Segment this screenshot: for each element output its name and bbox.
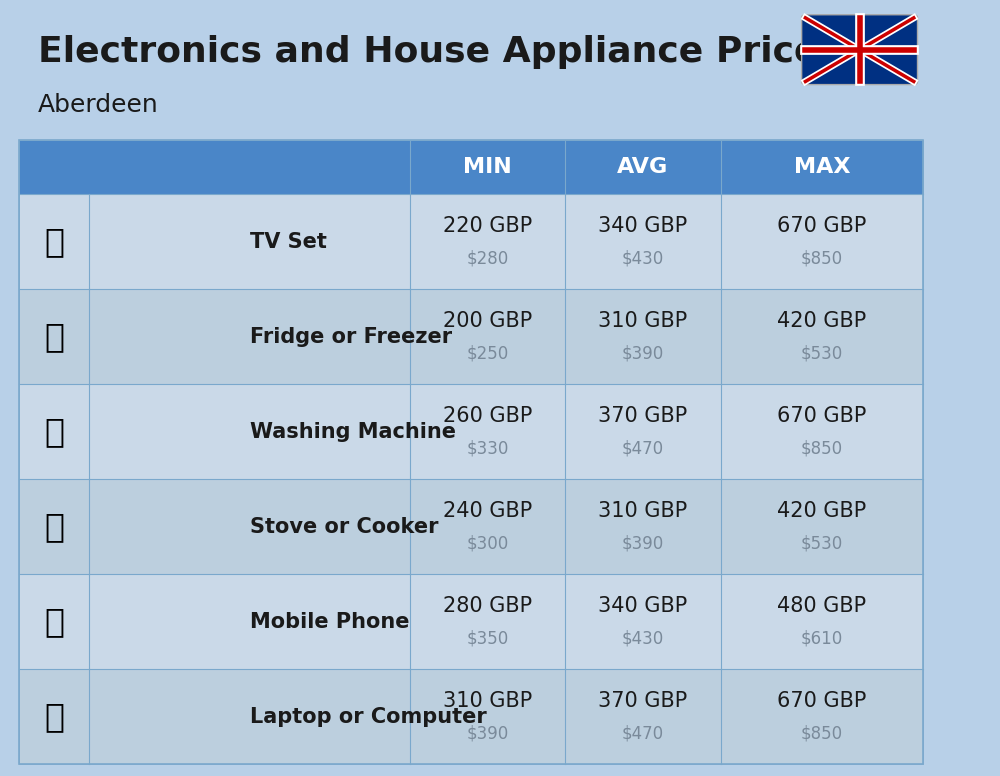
FancyBboxPatch shape	[802, 15, 918, 85]
Text: Electronics and House Appliance Prices: Electronics and House Appliance Prices	[38, 35, 840, 69]
Text: MIN: MIN	[463, 157, 512, 177]
Text: 340 GBP: 340 GBP	[598, 596, 688, 616]
Text: 260 GBP: 260 GBP	[443, 406, 532, 426]
Text: 🌀: 🌀	[44, 415, 64, 449]
Text: $850: $850	[801, 440, 843, 458]
Text: Washing Machine: Washing Machine	[250, 421, 456, 442]
Text: AVG: AVG	[617, 157, 669, 177]
FancyBboxPatch shape	[19, 574, 923, 669]
Text: 420 GBP: 420 GBP	[777, 501, 867, 521]
Text: 670 GBP: 670 GBP	[777, 691, 867, 712]
Text: 🚪: 🚪	[44, 320, 64, 353]
Text: Mobile Phone: Mobile Phone	[250, 611, 409, 632]
FancyBboxPatch shape	[19, 194, 923, 289]
Text: $430: $430	[622, 630, 664, 648]
Text: 480 GBP: 480 GBP	[777, 596, 866, 616]
Text: $850: $850	[801, 250, 843, 268]
Text: Laptop or Computer: Laptop or Computer	[250, 707, 486, 727]
FancyBboxPatch shape	[19, 669, 923, 764]
Text: 🔥: 🔥	[44, 510, 64, 543]
Text: $850: $850	[801, 725, 843, 743]
Text: MAX: MAX	[794, 157, 850, 177]
Text: $530: $530	[801, 535, 843, 553]
Text: 310 GBP: 310 GBP	[443, 691, 532, 712]
Text: $330: $330	[466, 440, 509, 458]
Text: 370 GBP: 370 GBP	[598, 691, 688, 712]
FancyBboxPatch shape	[19, 289, 923, 384]
Text: $250: $250	[466, 345, 509, 362]
Text: 670 GBP: 670 GBP	[777, 406, 867, 426]
Text: 370 GBP: 370 GBP	[598, 406, 688, 426]
Text: 220 GBP: 220 GBP	[443, 216, 532, 236]
Text: Stove or Cooker: Stove or Cooker	[250, 517, 438, 537]
Text: 670 GBP: 670 GBP	[777, 216, 867, 236]
Text: 200 GBP: 200 GBP	[443, 311, 532, 331]
Text: $300: $300	[466, 535, 509, 553]
Text: TV Set: TV Set	[250, 231, 327, 251]
Text: $470: $470	[622, 440, 664, 458]
FancyBboxPatch shape	[19, 140, 923, 194]
Text: $390: $390	[622, 535, 664, 553]
Text: 340 GBP: 340 GBP	[598, 216, 688, 236]
Text: $610: $610	[801, 630, 843, 648]
Text: 280 GBP: 280 GBP	[443, 596, 532, 616]
Text: 310 GBP: 310 GBP	[598, 501, 688, 521]
Text: 💻: 💻	[44, 700, 64, 733]
Text: 420 GBP: 420 GBP	[777, 311, 867, 331]
Text: $430: $430	[622, 250, 664, 268]
Text: $350: $350	[466, 630, 509, 648]
Text: Fridge or Freezer: Fridge or Freezer	[250, 327, 452, 347]
Text: 310 GBP: 310 GBP	[598, 311, 688, 331]
Text: $280: $280	[466, 250, 509, 268]
Text: 📱: 📱	[44, 605, 64, 639]
Text: $470: $470	[622, 725, 664, 743]
Text: $530: $530	[801, 345, 843, 362]
Text: $390: $390	[622, 345, 664, 362]
Text: 📺: 📺	[44, 225, 64, 258]
FancyBboxPatch shape	[19, 384, 923, 479]
Text: 240 GBP: 240 GBP	[443, 501, 532, 521]
Text: Aberdeen: Aberdeen	[38, 93, 158, 117]
Text: $390: $390	[466, 725, 509, 743]
FancyBboxPatch shape	[19, 479, 923, 574]
